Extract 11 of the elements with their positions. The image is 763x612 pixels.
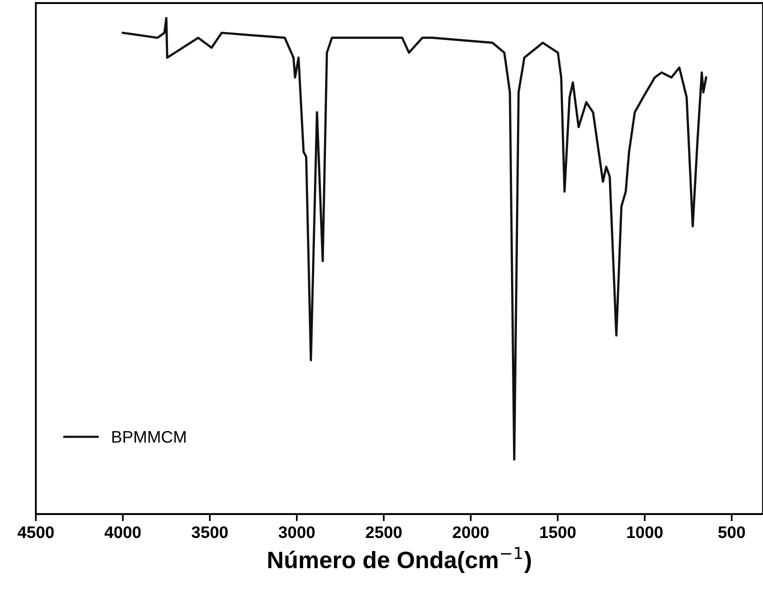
x-tick-label: 2000 (452, 526, 489, 538)
x-tick-label: 2500 (366, 526, 402, 538)
x-tick-label: 3500 (192, 526, 228, 538)
x-tick-label: 4500 (18, 526, 54, 538)
x-tick-label: 1000 (627, 526, 663, 538)
x-tick-label: 3000 (278, 526, 315, 538)
x-tick-label: 1500 (540, 526, 576, 538)
x-tick-label: 500 (718, 526, 745, 538)
legend-label: BPMMCM (112, 430, 186, 443)
x-tick-label: 4000 (104, 526, 141, 538)
x-axis-title: Número de Onda(cm$^{−1}$) (268, 546, 531, 573)
